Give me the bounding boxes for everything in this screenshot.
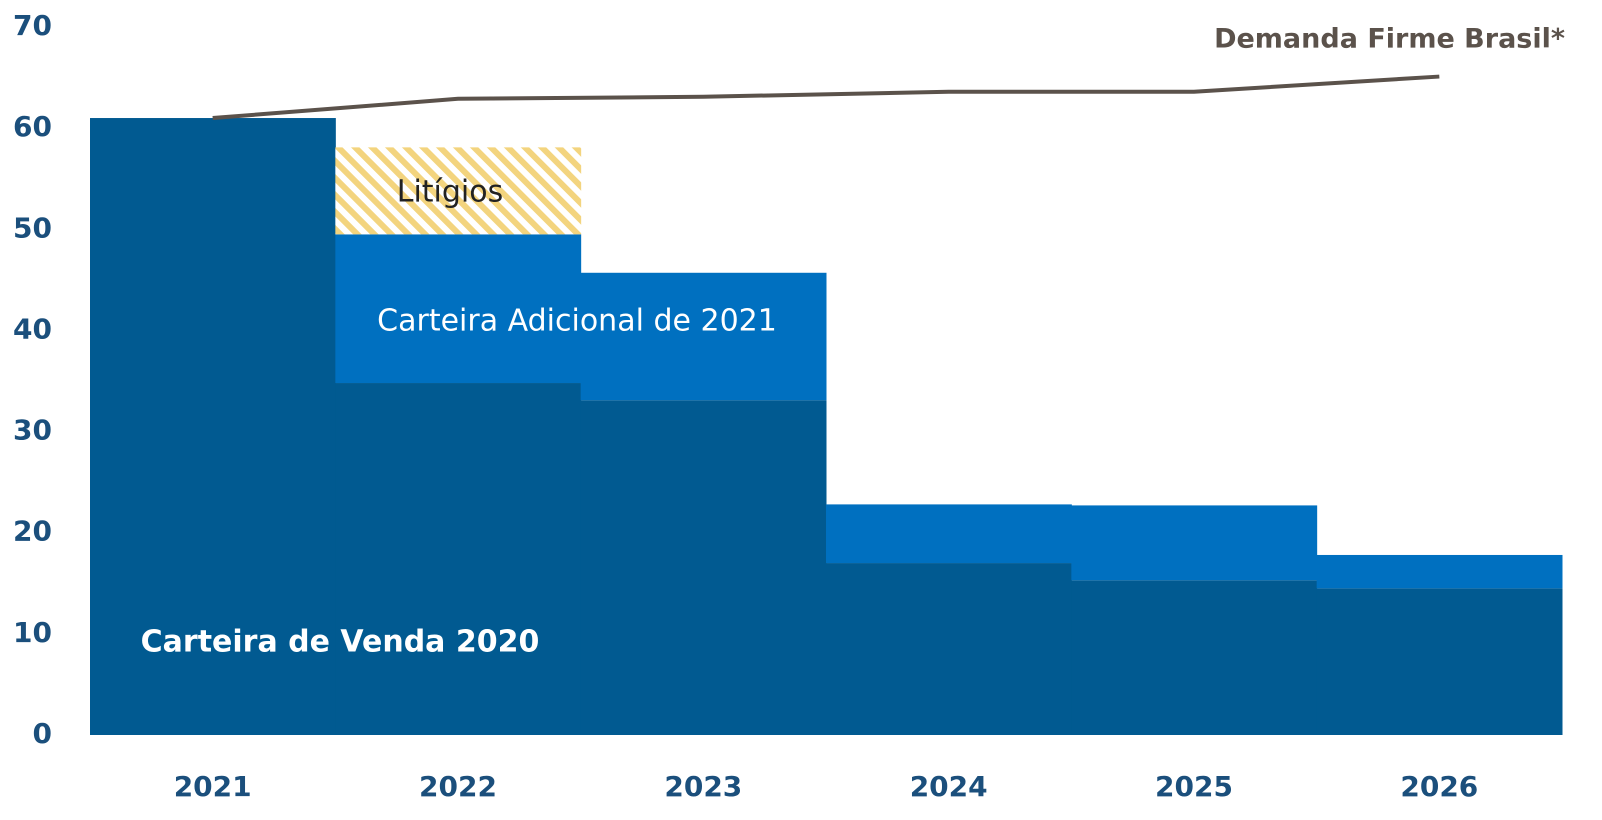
bar-segment (826, 504, 1072, 564)
y-tick-label: 10 (13, 616, 52, 649)
y-tick-label: 0 (33, 717, 52, 750)
bar-segment (1071, 505, 1318, 581)
line-label: Demanda Firme Brasil* (1214, 24, 1565, 55)
line (212, 74, 1440, 121)
bar-segment (580, 272, 827, 401)
bar-segment (335, 147, 582, 235)
bar-segment (1316, 588, 1563, 735)
x-tick-label: 2021 (174, 770, 252, 803)
x-tick-label: 2026 (1400, 770, 1478, 803)
bar-segment (335, 234, 582, 384)
x-tick-label: 2023 (664, 770, 742, 803)
y-tick-label: 50 (13, 211, 52, 244)
series-label: Carteira Adicional de 2021 (377, 304, 777, 339)
y-tick-label: 30 (13, 414, 52, 447)
x-tick-label: 2025 (1155, 770, 1233, 803)
bar-segment (90, 118, 336, 736)
bar-segment (826, 563, 1072, 735)
y-tick-label: 70 (13, 9, 52, 42)
bar-segment (1071, 580, 1318, 735)
x-tick-label: 2024 (910, 770, 988, 803)
y-tick-label: 60 (13, 110, 52, 143)
bar-segment (1316, 554, 1563, 589)
series-label: Carteira de Venda 2020 (141, 625, 540, 660)
series-label: Litígios (397, 175, 504, 210)
bar-segment (580, 400, 827, 735)
x-tick-label: 2022 (419, 770, 497, 803)
y-tick-label: 40 (13, 312, 52, 345)
bar-segment (335, 383, 582, 735)
y-tick-label: 20 (13, 515, 52, 548)
